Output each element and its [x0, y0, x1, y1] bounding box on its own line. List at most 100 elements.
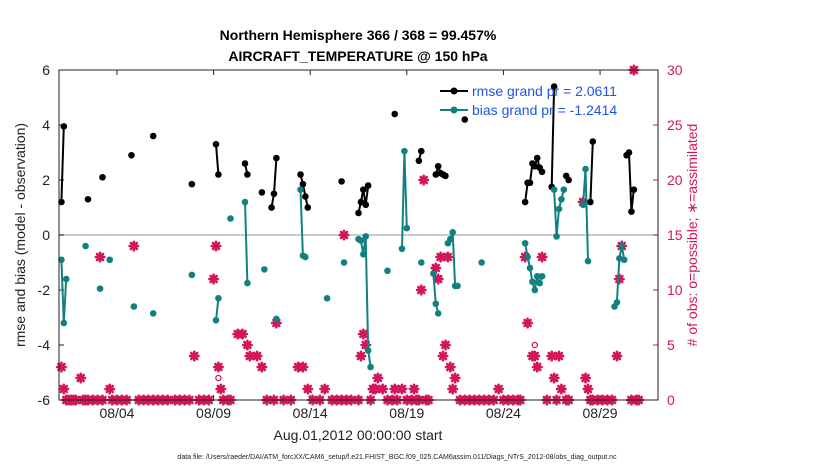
- y2-tick-label: 30: [667, 62, 683, 78]
- bias-point: [434, 310, 442, 317]
- obs-assimilated-marker: [546, 350, 558, 362]
- obs-assimilated-marker: [449, 372, 461, 384]
- bias-point: [60, 319, 68, 327]
- rmse-point: [302, 193, 309, 200]
- y-tick-label: -4: [38, 337, 51, 353]
- rmse-point: [58, 198, 65, 206]
- rmse-line-segment: [589, 141, 594, 203]
- rmse-point: [538, 168, 546, 176]
- bias-point: [582, 165, 589, 173]
- obs-assimilated-marker: [75, 372, 87, 384]
- obs-assimilated-marker: [372, 372, 384, 384]
- bias-point: [553, 233, 560, 240]
- y2-axis-label: # of obs: o=possible; ∗=assimilated: [684, 124, 700, 347]
- x-tick-label: 08/14: [293, 405, 328, 421]
- rmse-series: [58, 83, 638, 217]
- y-tick-label: -2: [38, 282, 51, 298]
- rmse-point: [357, 198, 365, 206]
- bias-point: [454, 282, 461, 290]
- obs-assimilated-marker: [418, 174, 430, 186]
- bias-series: [58, 147, 628, 371]
- bias-point: [620, 256, 628, 264]
- y2-tick-label: 25: [667, 117, 683, 133]
- bias-point: [538, 272, 546, 280]
- y-tick-label: 4: [42, 117, 50, 133]
- obs-assimilated-marker: [270, 317, 282, 329]
- x-tick-label: 08/29: [583, 405, 618, 421]
- y-tick-label: 2: [42, 172, 50, 188]
- obs-assimilated-marker: [55, 361, 67, 373]
- rmse-point: [273, 154, 280, 162]
- y2-tick-label: 5: [667, 337, 675, 353]
- bias-point: [261, 266, 268, 273]
- x-tick-label: 08/19: [389, 405, 424, 421]
- rmse-point: [99, 173, 106, 181]
- legend-bias-label: bias grand pr = -1.2414: [472, 102, 617, 118]
- obs-assimilated-marker: [432, 273, 444, 285]
- bias-point: [536, 279, 543, 287]
- rmse-point: [415, 157, 423, 165]
- obs-assimilated-marker: [437, 350, 449, 362]
- rmse-point: [391, 110, 399, 118]
- obs-assimilated-marker: [251, 350, 263, 362]
- bias-point: [584, 257, 592, 265]
- bias-point: [526, 264, 534, 272]
- rmse-point: [364, 182, 372, 189]
- rmse-point: [84, 195, 92, 203]
- rmse-point: [270, 190, 278, 198]
- chart-subtitle: AIRCRAFT_TEMPERATURE @ 150 hPa: [228, 48, 487, 64]
- bias-point: [96, 285, 104, 292]
- rmse-point: [258, 189, 266, 196]
- obs-assimilated-marker: [297, 361, 309, 373]
- bias-point: [430, 270, 437, 277]
- bias-point: [215, 294, 222, 302]
- x-tick-label: 08/04: [99, 405, 134, 421]
- bias-point: [478, 259, 485, 266]
- bias-point: [323, 294, 331, 302]
- obs-assimilated-marker: [237, 328, 249, 340]
- rmse-point: [188, 180, 196, 188]
- bias-point: [533, 272, 541, 280]
- rmse-point: [268, 204, 275, 211]
- bias-point: [62, 275, 70, 283]
- bias-line-segment: [215, 298, 220, 321]
- obs-assimilated-marker: [208, 273, 220, 285]
- x-axis-label: Aug.01,2012 00:00:00 start: [274, 427, 443, 443]
- rmse-point: [215, 171, 222, 178]
- obs-assimilated-marker: [355, 350, 367, 362]
- rmse-point: [304, 204, 312, 211]
- bias-point: [360, 250, 367, 258]
- obs-assimilated-marker: [553, 350, 565, 362]
- bias-point: [618, 242, 626, 250]
- rmse-point: [338, 178, 345, 185]
- bias-point: [106, 256, 114, 264]
- rmse-line-segment: [550, 86, 556, 187]
- rmse-point: [212, 140, 220, 148]
- rmse-point: [244, 171, 251, 178]
- bias-point: [82, 242, 89, 250]
- obs-assimilated-marker: [447, 383, 459, 395]
- obs-assimilated-marker: [613, 273, 625, 285]
- obs-assimilated-marker: [408, 383, 420, 395]
- y-axis-label: rmse and bias (model - observation): [12, 123, 28, 347]
- obs-assimilated-marker: [215, 383, 227, 395]
- obs-assimilated-marker: [396, 383, 408, 395]
- obs-assimilated-marker: [369, 383, 381, 395]
- obs-assimilated-marker: [439, 339, 451, 351]
- bias-point: [302, 253, 309, 261]
- obs-assimilated-marker: [338, 229, 350, 241]
- obs-assimilated-marker: [444, 361, 456, 373]
- bias-point: [398, 245, 406, 253]
- rmse-point: [461, 116, 469, 123]
- obs-assimilated-marker: [548, 372, 560, 384]
- y2-tick-label: 10: [667, 282, 683, 298]
- rmse-line-segment: [299, 174, 309, 208]
- obs-assimilated-marker: [94, 251, 106, 263]
- obs-assimilated-marker: [435, 251, 447, 263]
- rmse-point: [442, 172, 449, 180]
- rmse-point: [355, 209, 362, 217]
- plot-frame: [58, 69, 659, 401]
- footer-data-file: data file: /Users/raeder/DAI/ATM_forcXX/…: [177, 454, 617, 461]
- y-tick-label: 0: [42, 227, 50, 243]
